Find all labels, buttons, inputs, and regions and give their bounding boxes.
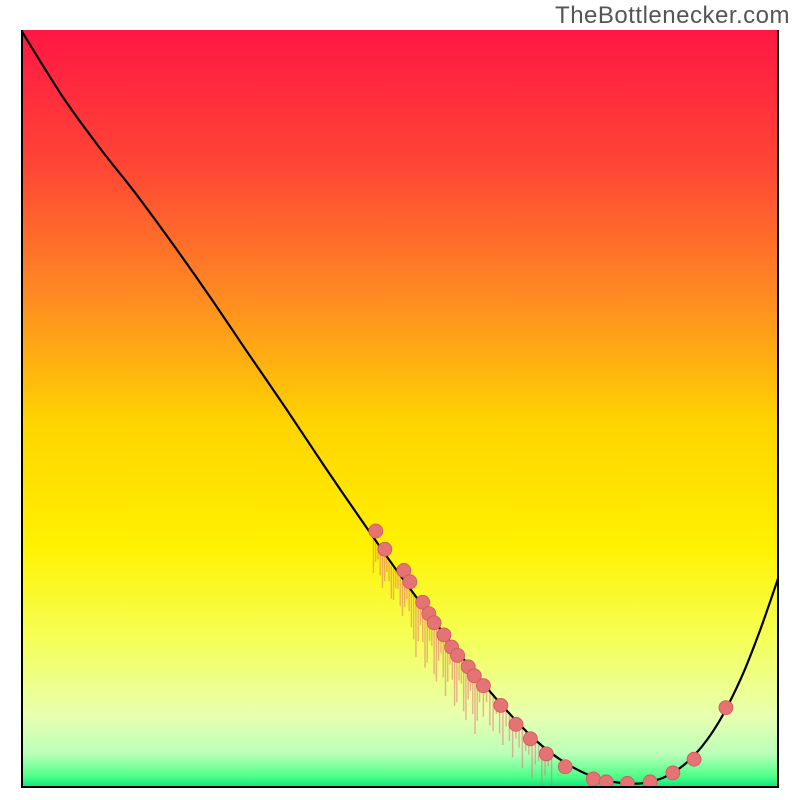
data-marker [378,542,392,556]
chart-svg [21,30,779,788]
data-marker [586,772,600,786]
data-marker [719,701,733,715]
data-marker [476,679,490,693]
data-marker [666,766,680,780]
plot-area [21,30,779,788]
data-marker [494,698,508,712]
data-marker [523,732,537,746]
data-marker [687,752,701,766]
data-marker [509,717,523,731]
data-marker [403,575,417,589]
data-marker [427,616,441,630]
watermark-text: TheBottlenecker.com [555,2,790,30]
chart-container: TheBottlenecker.com [0,0,800,800]
data-marker [369,524,383,538]
data-marker [558,760,572,774]
data-marker [539,747,553,761]
data-marker [451,648,465,662]
data-marker [437,628,451,642]
